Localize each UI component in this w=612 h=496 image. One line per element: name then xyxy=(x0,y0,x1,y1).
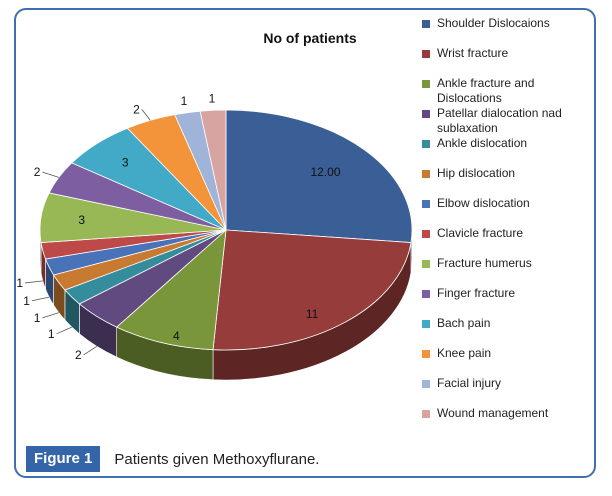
legend-label: Fracture humerus xyxy=(437,256,532,270)
legend-label: Finger fracture xyxy=(437,286,516,300)
legend-swatch xyxy=(422,320,430,328)
data-label-shoulder-dislocaions: 12.00 xyxy=(311,165,341,179)
figure-caption-text: Patients given Methoxyflurane. xyxy=(114,450,320,468)
legend-label: Wrist fracture xyxy=(437,46,509,60)
data-label-finger-fracture: 2 xyxy=(34,165,41,179)
figure-number-badge: Figure 1 xyxy=(26,446,101,472)
legend-label: Elbow dislocation xyxy=(437,196,530,210)
chart-title: No of patients xyxy=(263,30,357,46)
leader-line-elbow-dislocation xyxy=(31,296,50,302)
legend-swatch xyxy=(422,290,430,298)
data-label-hip-dislocation: 1 xyxy=(34,311,41,325)
data-label-clavicle-fracture: 1 xyxy=(16,276,23,290)
legend-swatch xyxy=(422,200,430,208)
data-label-wound-management: 1 xyxy=(209,91,216,105)
legend-swatch xyxy=(422,350,430,358)
legend-swatch xyxy=(422,170,430,178)
leader-line-patellar-dialocation-nad-sublaxation xyxy=(83,345,98,356)
data-label-ankle-dislocation: 1 xyxy=(48,327,55,341)
legend-swatch xyxy=(422,140,430,148)
data-label-bach-pain: 3 xyxy=(122,156,129,170)
data-label-wrist-fracture: 11 xyxy=(306,307,319,321)
legend-swatch xyxy=(422,50,430,58)
data-label-elbow-dislocation: 1 xyxy=(23,294,30,308)
legend-label: Wound management xyxy=(437,406,549,420)
figure-caption: Figure 1 Patients given Methoxyflurane. xyxy=(26,446,319,472)
data-label-facial-injury: 1 xyxy=(181,94,188,108)
legend-label: Clavicle fracture xyxy=(437,226,524,240)
legend-swatch xyxy=(422,410,430,418)
legend-label: Shoulder Dislocaions xyxy=(437,16,550,30)
legend-swatch xyxy=(422,230,430,238)
legend-label: Hip dislocation xyxy=(437,166,516,180)
legend-label: Bach pain xyxy=(437,316,491,330)
pie-slice-ankle-fracture-and-dislocations xyxy=(115,229,227,351)
data-label-ankle-fracture-and-dislocations: 4 xyxy=(173,329,180,343)
legend-swatch xyxy=(422,110,430,118)
leader-line-clavicle-fracture xyxy=(25,280,43,284)
leader-line-ankle-dislocation xyxy=(56,326,72,335)
leader-line-finger-fracture xyxy=(42,171,59,178)
leader-line-hip-dislocation xyxy=(42,312,59,319)
legend-label: Ankle dislocation xyxy=(437,136,528,150)
legend-swatch xyxy=(422,380,430,388)
legend-label: Knee pain xyxy=(437,346,492,360)
pie-slice-wound-management xyxy=(199,109,227,231)
data-label-patellar-dialocation-nad-sublaxation: 2 xyxy=(75,348,82,362)
pie-slice-wrist-fracture xyxy=(212,229,412,351)
leader-line-knee-pain xyxy=(141,109,151,121)
legend-swatch xyxy=(422,20,430,28)
pie-slice-shoulder-dislocaions xyxy=(225,109,413,243)
legend-swatch xyxy=(422,80,430,88)
data-label-fracture-humerus: 3 xyxy=(78,213,85,227)
legend-label: Ankle fracture and Dislocations xyxy=(437,76,535,105)
legend-label: Facial injury xyxy=(437,376,502,390)
data-label-knee-pain: 2 xyxy=(133,102,140,116)
legend-swatch xyxy=(422,260,430,268)
legend-label: Patellar dialocation nad sublaxation xyxy=(437,106,562,135)
